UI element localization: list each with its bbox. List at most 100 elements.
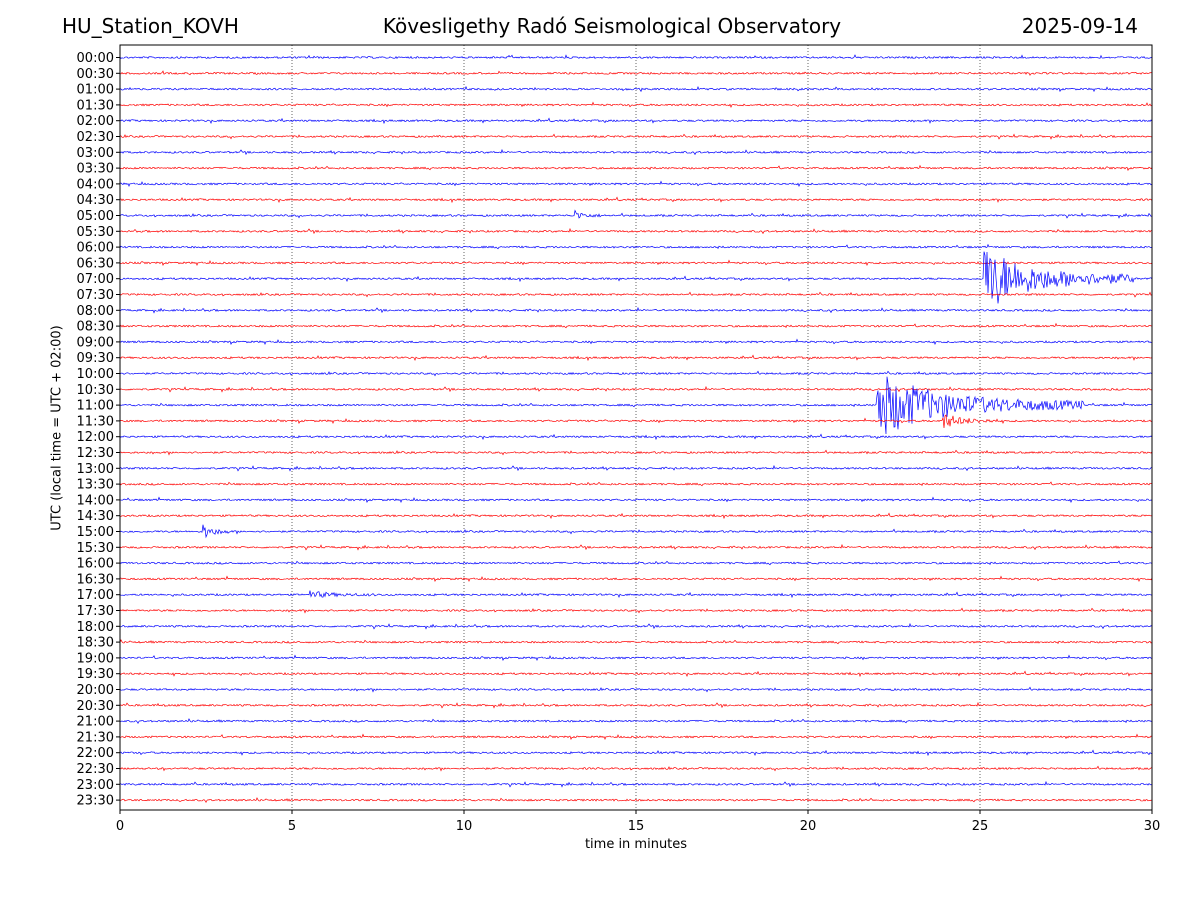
y-tick-label: 15:00 — [77, 525, 114, 540]
y-tick-label: 23:00 — [77, 778, 114, 793]
trace-1100 — [119, 376, 1153, 435]
y-tick-label: 04:00 — [77, 177, 114, 192]
y-tick-label: 00:30 — [77, 67, 114, 82]
trace-0300 — [119, 148, 1153, 156]
date-label: 2025-09-14 — [1021, 14, 1138, 38]
y-tick-label: 03:30 — [77, 162, 114, 177]
trace-0130 — [119, 101, 1153, 108]
trace-0500 — [119, 209, 1153, 219]
x-tick-label: 20 — [800, 819, 817, 834]
y-tick-label: 03:00 — [77, 146, 114, 161]
y-tick-label: 16:30 — [77, 572, 114, 587]
trace-2300 — [119, 780, 1153, 788]
y-tick-label: 14:00 — [77, 493, 114, 508]
y-tick-label: 05:30 — [77, 225, 114, 240]
y-tick-label: 17:30 — [77, 604, 114, 619]
y-tick-label: 16:00 — [77, 557, 114, 572]
grid-lines — [291, 45, 981, 810]
y-tick-label: 17:00 — [77, 588, 114, 603]
trace-2200 — [119, 749, 1153, 757]
trace-0700 — [119, 251, 1153, 304]
y-tick-label: 21:00 — [77, 715, 114, 730]
trace-0800 — [119, 306, 1153, 314]
y-tick-label: 20:30 — [77, 699, 114, 714]
x-tick-label: 5 — [288, 819, 296, 834]
station-label: HU_Station_KOVH — [62, 14, 239, 38]
trace-0100 — [119, 85, 1153, 93]
trace-0630 — [119, 259, 1153, 266]
y-tick-label: 10:00 — [77, 367, 114, 382]
trace-1330 — [119, 481, 1153, 487]
trace-0400 — [119, 180, 1153, 187]
trace-1800 — [119, 622, 1153, 630]
y-tick-label: 20:00 — [77, 683, 114, 698]
y-tick-label: 00:00 — [77, 51, 114, 66]
trace-1400 — [119, 496, 1153, 503]
trace-2230 — [119, 765, 1153, 772]
trace-1300 — [119, 464, 1153, 472]
trace-1600 — [119, 560, 1153, 566]
y-axis-label: UTC (local time = UTC + 02:00) — [49, 325, 65, 531]
trace-1530 — [119, 543, 1153, 551]
trace-1000 — [119, 370, 1153, 377]
trace-1430 — [119, 512, 1153, 520]
y-tick-label: 07:30 — [77, 288, 114, 303]
trace-0730 — [119, 291, 1153, 298]
y-tick-label: 01:30 — [77, 98, 114, 113]
trace-1700 — [119, 590, 1153, 599]
trace-1130 — [119, 414, 1153, 428]
y-axis-ticks: 00:0000:3001:0001:3002:0002:3003:0003:30… — [77, 51, 120, 809]
trace-lines — [119, 54, 1153, 803]
y-tick-label: 22:30 — [77, 762, 114, 777]
x-tick-label: 25 — [972, 819, 989, 834]
y-tick-label: 08:30 — [77, 320, 114, 335]
trace-0830 — [119, 322, 1153, 329]
y-tick-label: 11:00 — [77, 399, 114, 414]
trace-0200 — [119, 117, 1153, 125]
y-tick-label: 02:00 — [77, 114, 114, 129]
trace-1500 — [119, 524, 1153, 539]
trace-1830 — [119, 639, 1153, 645]
trace-0330 — [119, 164, 1153, 172]
y-tick-label: 06:00 — [77, 241, 114, 256]
y-tick-label: 07:00 — [77, 272, 114, 287]
y-tick-label: 09:30 — [77, 351, 114, 366]
y-tick-label: 19:30 — [77, 667, 114, 682]
trace-1730 — [119, 607, 1153, 614]
y-tick-label: 13:00 — [77, 462, 114, 477]
y-tick-label: 23:30 — [77, 794, 114, 809]
trace-0230 — [119, 133, 1153, 140]
y-tick-label: 13:30 — [77, 478, 114, 493]
y-tick-label: 14:30 — [77, 509, 114, 524]
y-tick-label: 01:00 — [77, 83, 114, 98]
y-tick-label: 04:30 — [77, 193, 114, 208]
trace-2000 — [119, 686, 1153, 693]
trace-0430 — [119, 196, 1153, 204]
trace-2130 — [119, 733, 1153, 740]
y-tick-label: 19:00 — [77, 651, 114, 666]
trace-0030 — [119, 70, 1153, 76]
trace-1200 — [119, 433, 1153, 441]
trace-0000 — [119, 54, 1153, 60]
trace-1030 — [119, 385, 1153, 393]
y-tick-label: 21:30 — [77, 730, 114, 745]
x-tick-label: 0 — [116, 819, 124, 834]
y-tick-label: 18:30 — [77, 636, 114, 651]
x-axis-ticks: 0 5 10 15 20 25 30 — [116, 810, 1160, 834]
trace-0930 — [119, 354, 1153, 362]
trace-1930 — [119, 670, 1153, 678]
trace-1230 — [119, 449, 1153, 456]
x-tick-label: 15 — [628, 819, 645, 834]
trace-2100 — [119, 718, 1153, 724]
trace-0900 — [119, 338, 1153, 345]
y-tick-label: 12:00 — [77, 430, 114, 445]
y-tick-label: 08:00 — [77, 304, 114, 319]
y-tick-label: 05:00 — [77, 209, 114, 224]
y-tick-label: 12:30 — [77, 446, 114, 461]
y-tick-label: 09:00 — [77, 335, 114, 350]
trace-1900 — [119, 654, 1153, 661]
y-tick-label: 10:30 — [77, 383, 114, 398]
x-tick-label: 30 — [1144, 819, 1161, 834]
y-tick-label: 06:30 — [77, 256, 114, 271]
